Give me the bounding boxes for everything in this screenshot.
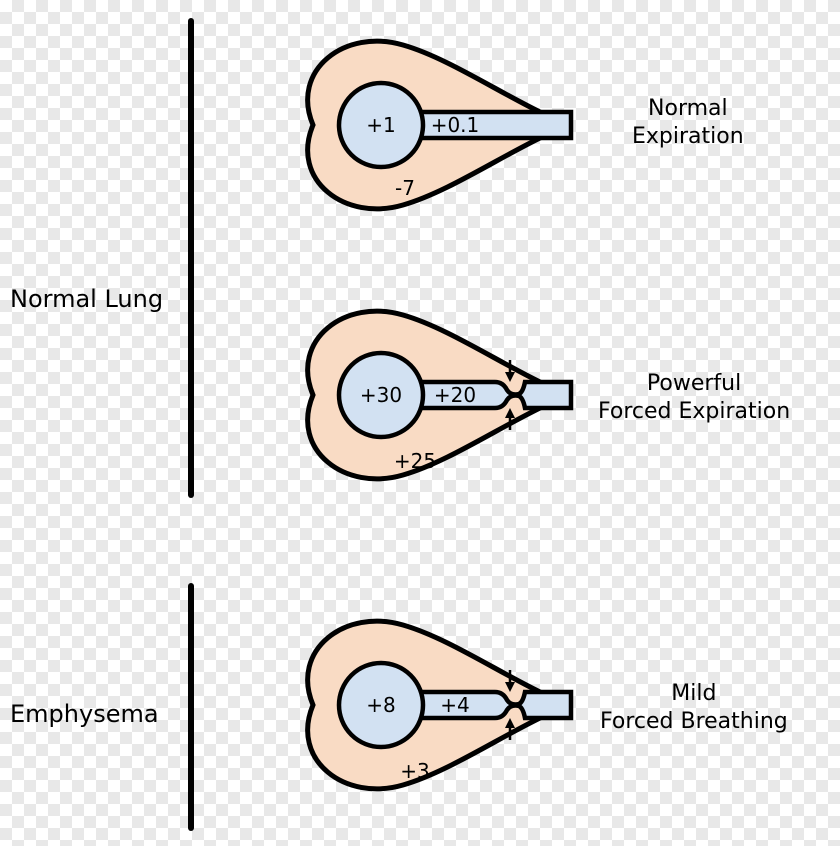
caption-normal-expiration: Normal Expiration bbox=[632, 95, 744, 150]
lung-svg: +1 +0.1 -7 bbox=[285, 20, 575, 230]
group-label-normal-text: Normal Lung bbox=[10, 285, 163, 313]
airway-value: +4 bbox=[440, 693, 469, 717]
caption-line1: Mild bbox=[671, 681, 716, 706]
diagram-mild-forced-breathing: +8 +4 +3 bbox=[285, 600, 575, 810]
caption-powerful-forced-expiration: Powerful Forced Expiration bbox=[598, 370, 790, 425]
diagram-powerful-forced-expiration: +30 +20 +25 bbox=[285, 290, 575, 500]
pleural-value: -7 bbox=[395, 176, 415, 200]
caption-line2: Forced Breathing bbox=[600, 709, 788, 734]
caption-line1: Normal bbox=[648, 96, 728, 121]
caption-line2: Forced Expiration bbox=[598, 399, 790, 424]
pleural-value: +25 bbox=[394, 449, 436, 473]
group-label-emphysema-text: Emphysema bbox=[10, 700, 159, 728]
group-label-emphysema: Emphysema bbox=[10, 700, 159, 728]
alveolus-value: +8 bbox=[366, 693, 395, 717]
caption-line2: Expiration bbox=[632, 124, 744, 149]
airway-value: +0.1 bbox=[431, 113, 480, 137]
divider-emphysema bbox=[188, 583, 194, 831]
airway-value: +20 bbox=[434, 383, 476, 407]
caption-line1: Powerful bbox=[647, 371, 741, 396]
lung-svg: +30 +20 +25 bbox=[285, 290, 575, 500]
group-label-normal: Normal Lung bbox=[10, 285, 163, 313]
pleural-value: +3 bbox=[400, 759, 429, 783]
divider-normal bbox=[188, 18, 194, 498]
alveolus-value: +1 bbox=[366, 113, 395, 137]
alveolus-value: +30 bbox=[360, 383, 402, 407]
caption-mild-forced-breathing: Mild Forced Breathing bbox=[600, 680, 788, 735]
diagram-normal-expiration: +1 +0.1 -7 bbox=[285, 20, 575, 230]
lung-svg: +8 +4 +3 bbox=[285, 600, 575, 810]
